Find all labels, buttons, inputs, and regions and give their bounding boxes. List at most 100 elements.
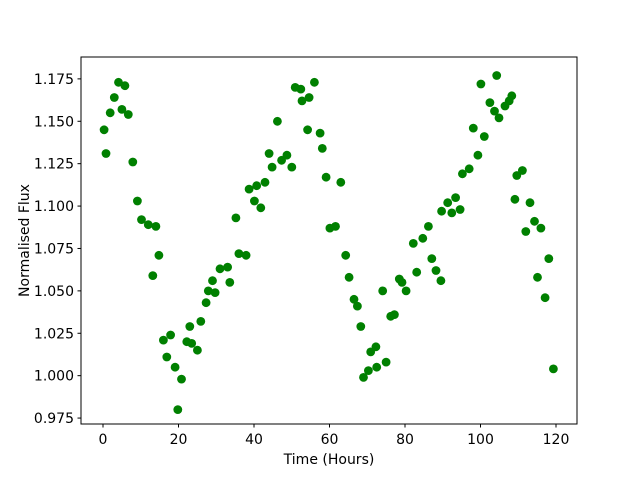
scatter-point bbox=[485, 98, 495, 107]
scatter-point bbox=[123, 110, 133, 119]
scatter-point bbox=[260, 177, 270, 187]
scatter-point bbox=[287, 162, 297, 172]
scatter-point bbox=[549, 364, 558, 374]
scatter-point bbox=[349, 294, 359, 304]
scatter-point bbox=[117, 105, 127, 114]
scatter-point bbox=[331, 222, 340, 231]
scatter-point bbox=[536, 223, 546, 233]
y-tick-label: 1.050 bbox=[34, 284, 74, 300]
scatter-point bbox=[372, 362, 382, 372]
scatter-point bbox=[256, 203, 266, 213]
scatter-point bbox=[225, 278, 235, 287]
scatter-point bbox=[521, 227, 531, 236]
scatter-points bbox=[99, 71, 558, 414]
scatter-point bbox=[353, 301, 362, 311]
scatter-point bbox=[304, 93, 314, 102]
scatter-point bbox=[512, 171, 522, 180]
scatter-point bbox=[479, 132, 489, 141]
scatter-point bbox=[185, 322, 195, 331]
y-tick-label: 1.175 bbox=[34, 72, 74, 88]
scatter-point bbox=[193, 345, 202, 355]
scatter-point bbox=[177, 374, 186, 384]
scatter-point bbox=[99, 125, 109, 135]
scatter-point bbox=[252, 181, 262, 191]
scatter-point bbox=[451, 193, 460, 203]
y-tick-label: 0.975 bbox=[34, 411, 74, 427]
y-tick-label: 1.025 bbox=[34, 326, 74, 342]
scatter-point bbox=[282, 150, 292, 160]
scatter-point bbox=[264, 149, 274, 158]
scatter-point bbox=[510, 194, 520, 204]
y-tick-label: 1.100 bbox=[34, 199, 74, 215]
x-tick-label: 80 bbox=[396, 432, 414, 448]
scatter-point bbox=[412, 267, 422, 277]
scatter-point bbox=[231, 213, 241, 223]
scatter-point bbox=[427, 254, 437, 263]
scatter-point bbox=[250, 196, 259, 206]
scatter-point bbox=[525, 198, 535, 208]
scatter-point bbox=[273, 116, 282, 126]
scatter-point bbox=[151, 222, 161, 231]
x-tick-label: 20 bbox=[170, 432, 188, 448]
scatter-point bbox=[490, 106, 499, 116]
x-tick-label: 0 bbox=[99, 432, 108, 448]
scatter-point bbox=[458, 169, 467, 179]
axes-frame bbox=[80, 56, 578, 425]
scatter-point bbox=[468, 123, 478, 133]
scatter-point bbox=[241, 250, 251, 260]
scatter-point bbox=[341, 250, 351, 260]
y-tick-label: 1.000 bbox=[34, 369, 74, 385]
scatter-point bbox=[173, 405, 183, 414]
scatter-point bbox=[223, 262, 233, 272]
scatter-point bbox=[120, 81, 130, 91]
scatter-point bbox=[494, 113, 504, 123]
scatter-point bbox=[159, 335, 168, 345]
scatter-point bbox=[464, 164, 474, 174]
scatter-point bbox=[210, 288, 220, 297]
scatter-point bbox=[105, 108, 115, 118]
scatter-point bbox=[170, 362, 180, 372]
scatter-point bbox=[437, 206, 446, 216]
scatter-point bbox=[397, 278, 407, 287]
y-tick-label: 1.125 bbox=[34, 157, 74, 173]
scatter-point bbox=[533, 272, 542, 282]
scatter-point bbox=[476, 79, 486, 89]
scatter-point bbox=[364, 366, 373, 375]
scatter-point bbox=[455, 205, 465, 214]
scatter-point bbox=[431, 266, 441, 275]
scatter-point bbox=[443, 198, 453, 208]
y-tick-label: 1.150 bbox=[34, 114, 74, 130]
y-axis-label: Normalised Flux bbox=[17, 184, 33, 297]
scatter-point bbox=[133, 196, 142, 206]
scatter-point bbox=[518, 166, 527, 175]
scatter-point bbox=[208, 276, 217, 286]
scatter-point bbox=[336, 177, 346, 187]
scatter-point bbox=[196, 317, 206, 326]
x-tick-label: 40 bbox=[245, 432, 263, 448]
scatter-point bbox=[310, 77, 319, 87]
scatter-point bbox=[390, 310, 399, 319]
scatter-point bbox=[321, 172, 331, 182]
scatter-point bbox=[317, 144, 327, 153]
scatter-point bbox=[492, 71, 502, 80]
scatter-point bbox=[359, 373, 368, 382]
scatter-point bbox=[162, 352, 172, 362]
scatter-point bbox=[530, 216, 539, 226]
scatter-point bbox=[424, 222, 433, 231]
scatter-point bbox=[215, 264, 225, 274]
scatter-point bbox=[234, 249, 244, 258]
scatter-point bbox=[267, 162, 277, 172]
scatter-point bbox=[101, 149, 111, 158]
scatter-point bbox=[137, 215, 146, 225]
y-tick-label: 1.075 bbox=[34, 241, 74, 257]
scatter-point bbox=[166, 330, 176, 340]
scatter-point bbox=[297, 96, 307, 106]
scatter-point bbox=[143, 220, 153, 230]
scatter-point bbox=[473, 150, 483, 160]
scatter-point bbox=[408, 239, 418, 248]
scatter-point bbox=[315, 128, 325, 138]
scatter-point bbox=[381, 357, 391, 367]
x-axis-label: Time (Hours) bbox=[283, 452, 375, 468]
scatter-point bbox=[401, 286, 411, 296]
